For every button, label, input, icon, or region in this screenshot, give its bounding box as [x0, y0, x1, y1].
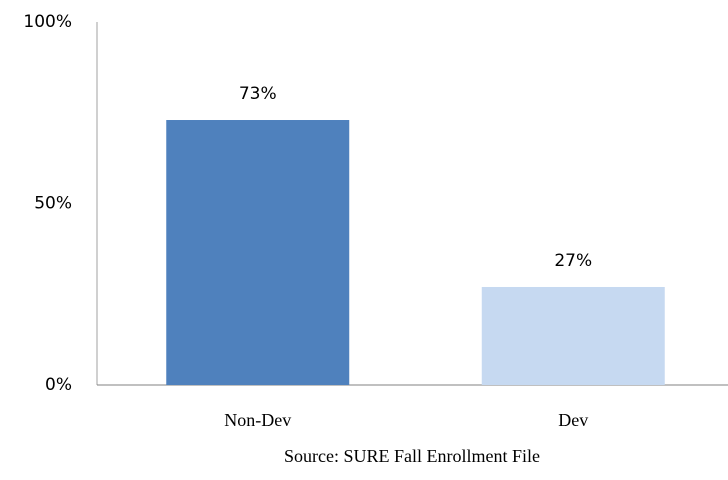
- y-tick-label: 50%: [34, 194, 72, 214]
- bar: [481, 286, 665, 385]
- source-note: Source: SURE Fall Enrollment File: [284, 446, 540, 466]
- y-tick-label: 0%: [45, 375, 72, 395]
- bar: [166, 120, 350, 385]
- x-tick-label: Non-Dev: [224, 410, 291, 430]
- data-label: 27%: [554, 251, 592, 271]
- y-tick-label: 100%: [23, 12, 72, 32]
- data-label: 73%: [239, 84, 277, 104]
- x-tick-label: Dev: [558, 410, 588, 430]
